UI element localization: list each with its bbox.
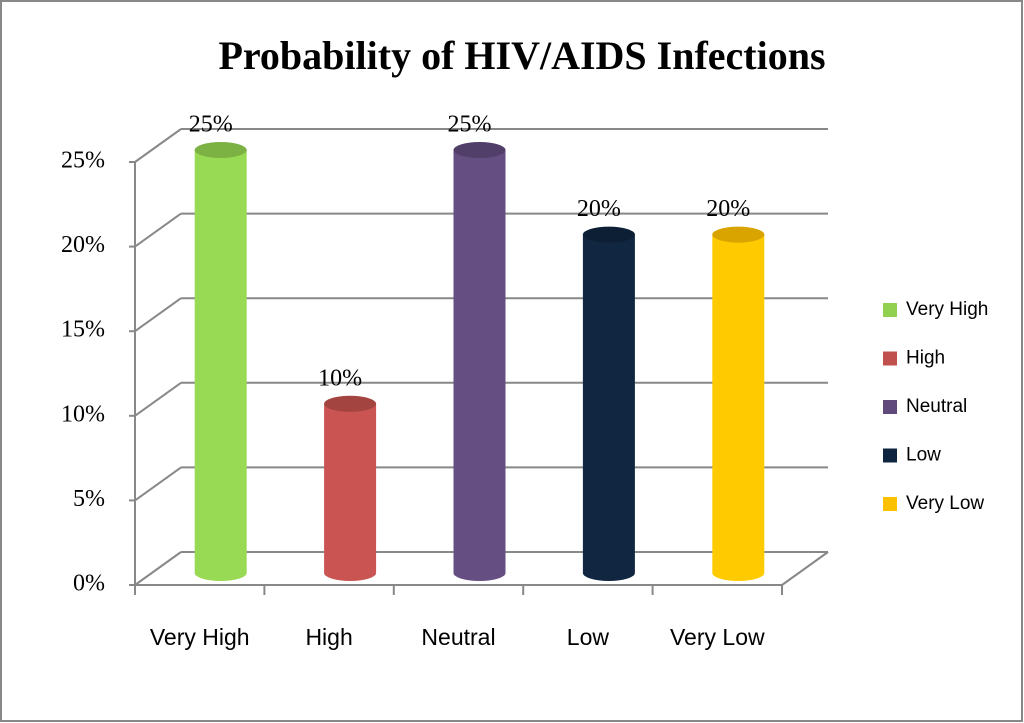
y-tick-label: 10% <box>61 401 105 427</box>
bar-top <box>194 142 247 158</box>
grid-side <box>134 466 182 502</box>
bar-top <box>324 395 377 412</box>
grid-side <box>134 381 182 417</box>
bar-top <box>582 226 635 243</box>
value-label: 20% <box>577 196 621 222</box>
y-tick-label: 15% <box>61 317 105 343</box>
value-label: 25% <box>448 112 492 138</box>
value-label: 25% <box>189 112 233 138</box>
y-tick-label: 0% <box>73 571 105 597</box>
legend-label: High <box>906 348 945 369</box>
bar <box>712 226 765 581</box>
grid-side <box>134 212 182 248</box>
x-tick-label: Low <box>566 624 609 650</box>
bar-top <box>712 226 765 243</box>
x-tick-label: High <box>305 624 353 650</box>
legend-swatch <box>883 303 897 317</box>
legend-swatch <box>883 351 897 366</box>
legend-swatch <box>883 497 897 511</box>
legend-label: Neutral <box>906 396 967 417</box>
legend-label: Very High <box>906 299 988 320</box>
x-tick-label: Neutral <box>421 624 496 650</box>
bar <box>194 142 247 581</box>
bar <box>324 395 377 581</box>
grid-side <box>134 551 182 586</box>
bar-top <box>453 142 506 158</box>
value-label: 10% <box>318 365 362 391</box>
y-tick-label: 25% <box>61 148 105 174</box>
bar-body <box>324 403 377 581</box>
grid-side <box>134 297 182 333</box>
value-label: 20% <box>706 196 750 222</box>
chart-title: Probability of HIV/AIDS Infections <box>218 33 825 78</box>
x-tick-label: Very High <box>149 624 250 650</box>
legend-swatch <box>883 448 897 463</box>
bar-body <box>194 150 247 581</box>
bar <box>582 226 635 581</box>
x-tick-label: Very Low <box>669 624 765 650</box>
y-tick-label: 20% <box>61 232 105 258</box>
grid-side <box>134 128 182 163</box>
bar-body <box>582 234 635 581</box>
legend-swatch <box>883 400 897 414</box>
bar-body <box>712 234 765 581</box>
legend-label: Very Low <box>906 493 984 514</box>
bar <box>453 142 506 581</box>
legend-label: Low <box>906 445 941 466</box>
y-tick-label: 5% <box>73 486 105 512</box>
bar-body <box>453 150 506 581</box>
floor-edge <box>781 551 829 586</box>
